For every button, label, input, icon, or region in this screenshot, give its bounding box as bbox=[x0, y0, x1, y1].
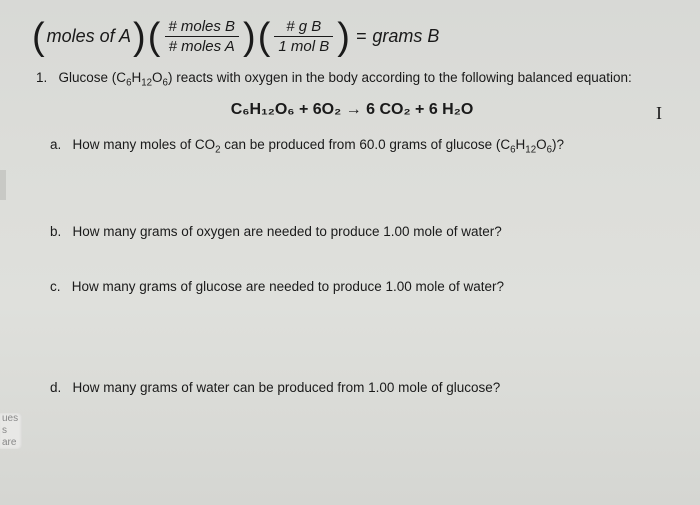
formula-result: grams B bbox=[372, 26, 439, 47]
part-b-text: How many grams of oxygen are needed to p… bbox=[73, 224, 502, 239]
text-cursor: I bbox=[656, 103, 662, 124]
part-d: d. How many grams of water can be produc… bbox=[32, 380, 672, 395]
frac2-den: 1 mol B bbox=[274, 36, 333, 55]
part-a: a. How many moles of CO2 can be produced… bbox=[32, 137, 672, 152]
q1-mid2: O bbox=[152, 70, 163, 85]
frac1-num: # moles B bbox=[164, 18, 239, 36]
pa-after: )? bbox=[552, 137, 564, 152]
pa-s3: 12 bbox=[525, 144, 536, 155]
paren-open-3: ( bbox=[258, 22, 271, 52]
pa-before: How many moles of CO bbox=[73, 137, 216, 152]
pa-m2: H bbox=[516, 137, 526, 152]
part-b: b. How many grams of oxygen are needed t… bbox=[32, 224, 672, 239]
paren-close-2: ) bbox=[243, 22, 256, 52]
tab-line2: s are bbox=[2, 425, 22, 449]
left-edge-artifact bbox=[0, 170, 6, 200]
question-1-stem: 1. Glucose (C6H12O6) reacts with oxygen … bbox=[32, 70, 672, 85]
q1-number: 1. bbox=[36, 70, 47, 85]
part-d-label: d. bbox=[50, 380, 61, 395]
q1-text-after: ) reacts with oxygen in the body accordi… bbox=[168, 70, 632, 85]
balanced-equation: C₆H₁₂O₆ + 6O₂ → 6 CO₂ + 6 H₂O I bbox=[32, 101, 672, 119]
part-c-label: c. bbox=[50, 279, 61, 294]
equation-text: C₆H₁₂O₆ + 6O₂ → 6 CO₂ + 6 H₂O bbox=[231, 101, 474, 118]
q1-mid1: H bbox=[131, 70, 141, 85]
fraction-molar-mass: # g B 1 mol B bbox=[274, 18, 333, 56]
stoichiometry-formula: ( moles of A ) ( # moles B # moles A ) (… bbox=[32, 18, 672, 56]
part-c: c. How many grams of glucose are needed … bbox=[32, 279, 672, 294]
pa-mid: can be produced from 60.0 grams of gluco… bbox=[220, 137, 510, 152]
frac1-den: # moles A bbox=[165, 36, 239, 55]
frac2-num: # g B bbox=[282, 18, 325, 36]
part-c-text: How many grams of glucose are needed to … bbox=[72, 279, 504, 294]
paren-close-1: ) bbox=[133, 22, 146, 52]
tab-line1: ues bbox=[2, 413, 22, 425]
paren-close-3: ) bbox=[337, 22, 350, 52]
left-tab-artifact: ues s are bbox=[0, 413, 22, 449]
paren-open-2: ( bbox=[148, 22, 161, 52]
q1-text-before: Glucose (C bbox=[59, 70, 127, 85]
formula-lead: moles of A bbox=[47, 26, 131, 47]
equals-sign: = bbox=[356, 26, 367, 47]
q1-sub2: 12 bbox=[141, 77, 152, 88]
fraction-mole-ratio: # moles B # moles A bbox=[164, 18, 239, 56]
paren-open-1: ( bbox=[32, 22, 45, 52]
part-a-label: a. bbox=[50, 137, 61, 152]
part-d-text: How many grams of water can be produced … bbox=[73, 380, 501, 395]
pa-m3: O bbox=[536, 137, 547, 152]
part-b-label: b. bbox=[50, 224, 61, 239]
